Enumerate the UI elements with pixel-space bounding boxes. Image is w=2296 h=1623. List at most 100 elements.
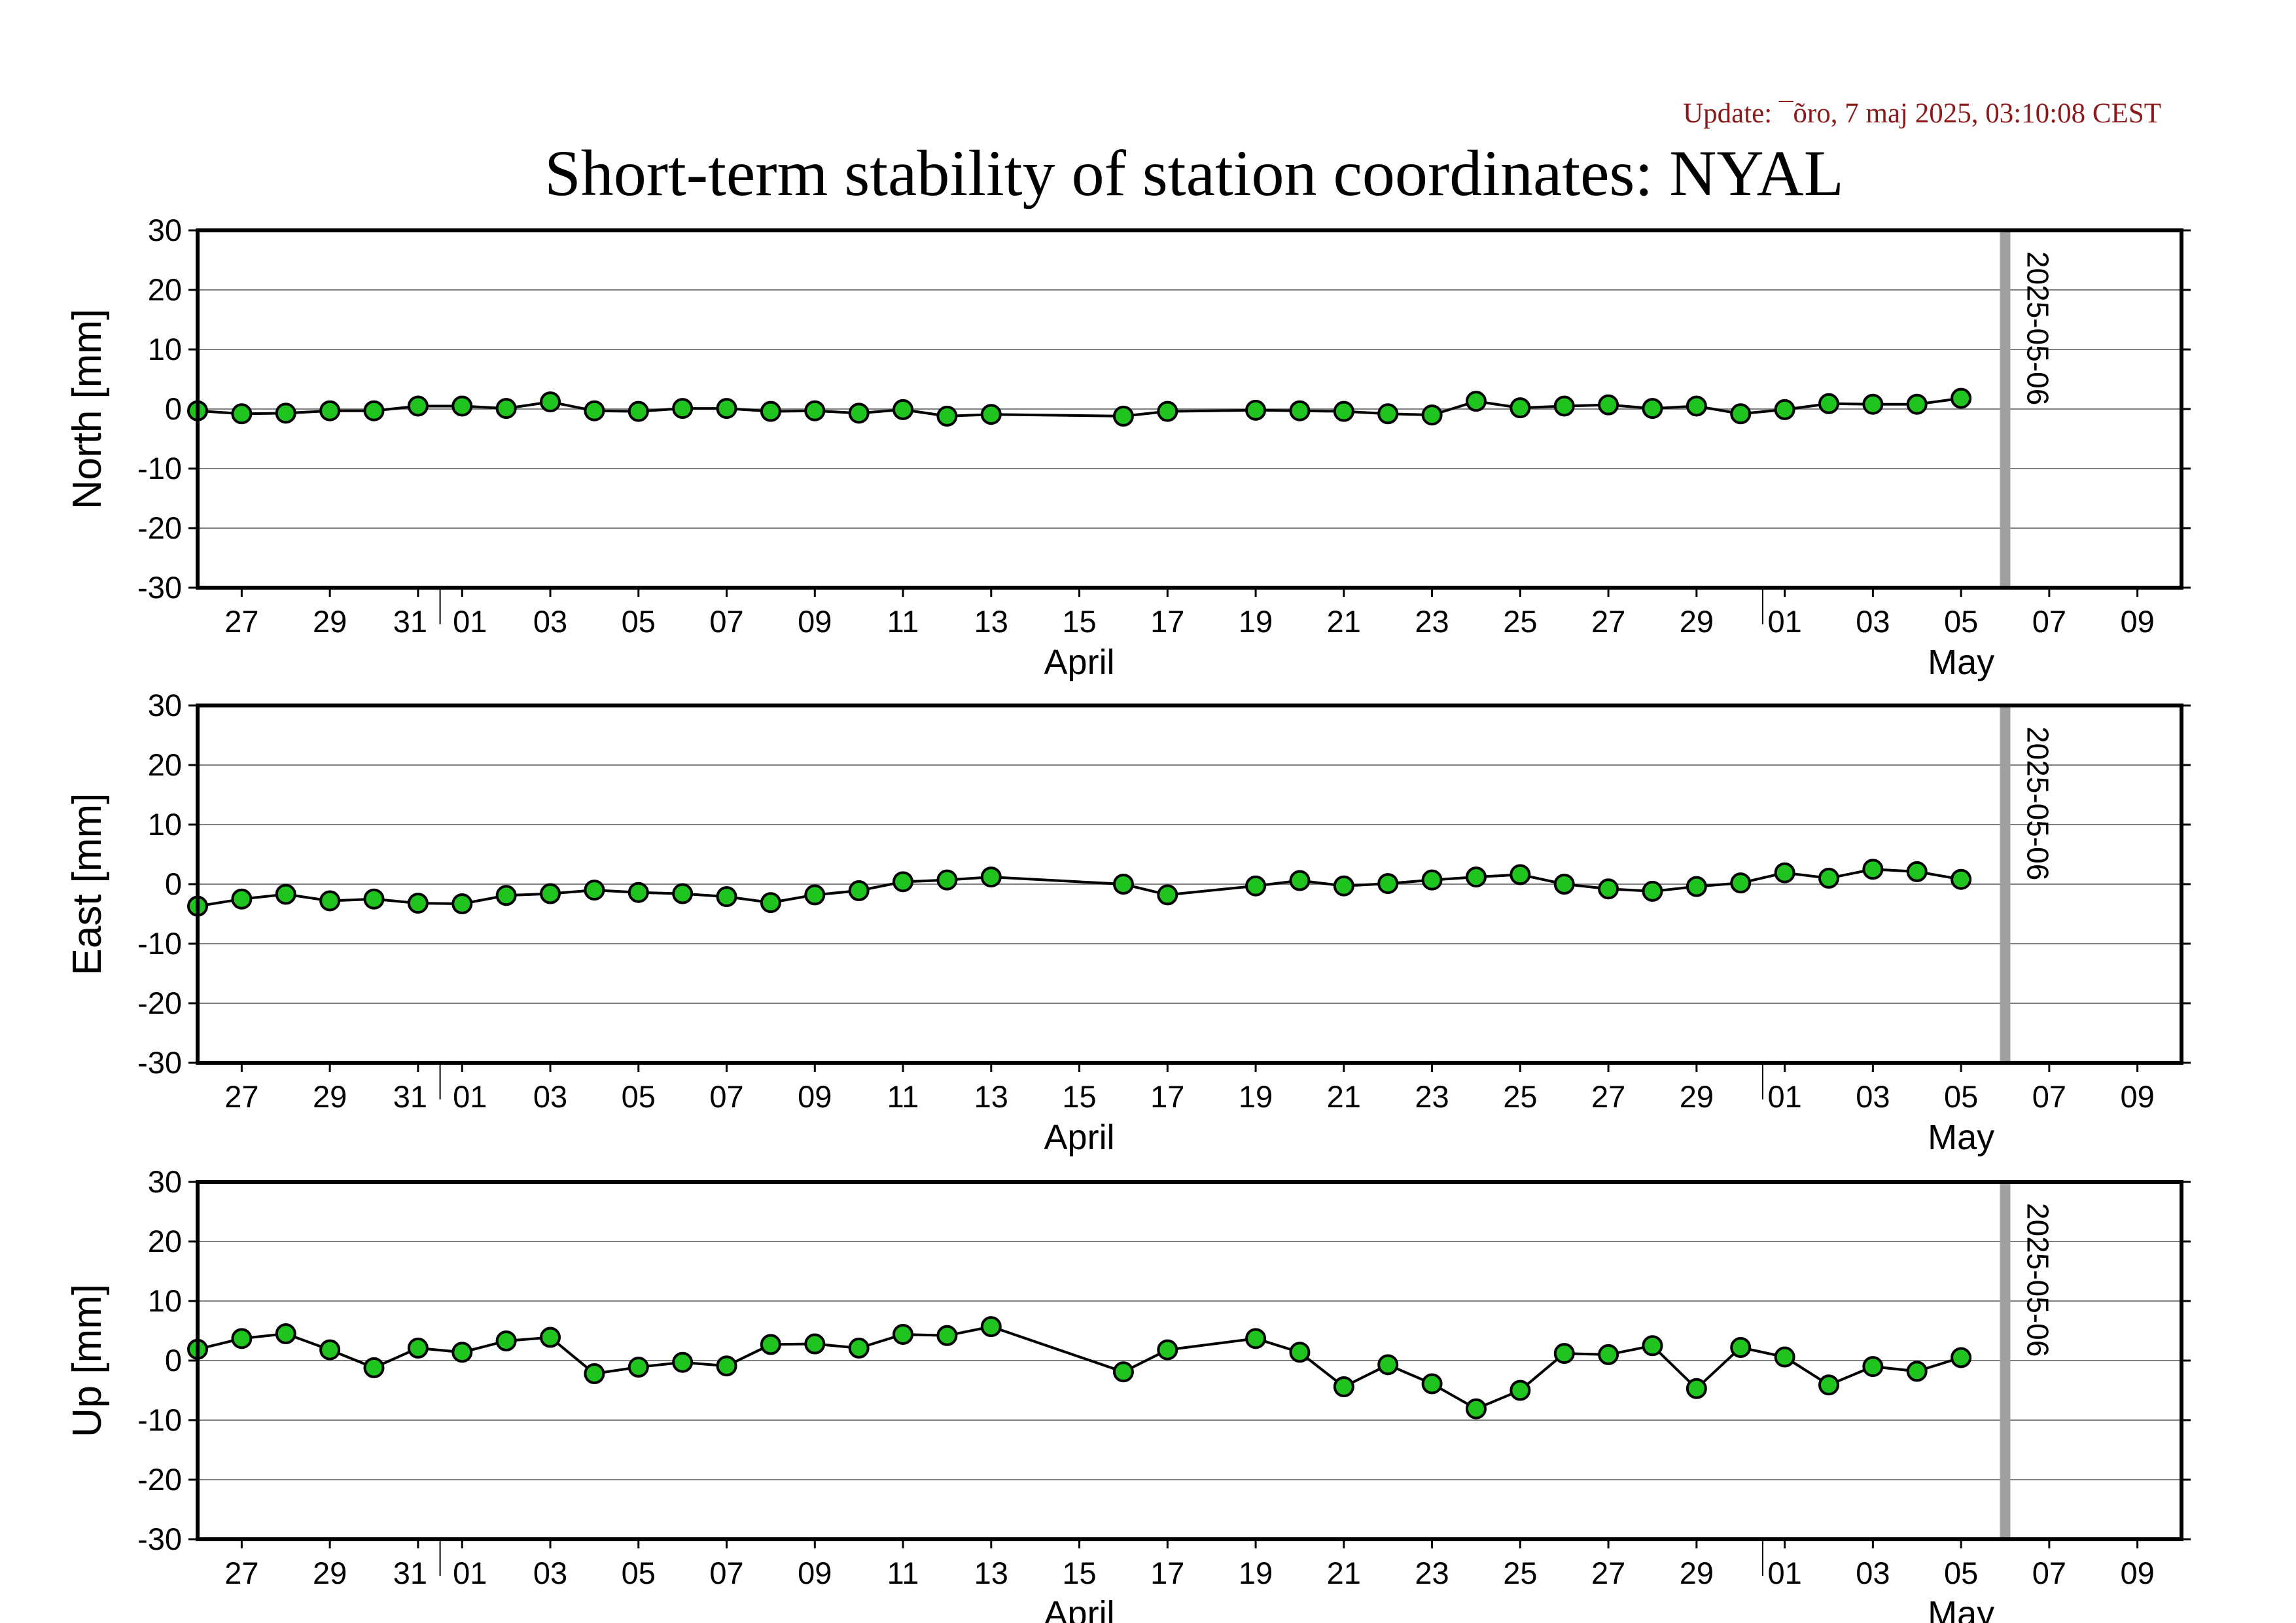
y-tick-label: 0 [165, 1343, 182, 1378]
data-point [1157, 1339, 1178, 1361]
x-tick-label: 23 [1415, 1079, 1449, 1114]
data-point [1730, 872, 1752, 894]
x-tick-label: 21 [1327, 1556, 1361, 1590]
x-tick-label: 03 [533, 1079, 567, 1114]
data-point [1818, 393, 1839, 414]
month-label: May [1928, 1594, 1994, 1623]
x-tick-label: 09 [798, 604, 832, 639]
x-tick-label: 09 [798, 1079, 832, 1114]
data-point [892, 1323, 914, 1345]
data-point [1862, 393, 1884, 415]
data-point [627, 401, 649, 422]
x-tick-label: 29 [1680, 1079, 1714, 1114]
x-tick-label: 25 [1503, 604, 1537, 639]
data-point [451, 395, 473, 417]
data-point [319, 1339, 341, 1361]
data-point [1774, 862, 1795, 883]
chart-panel-1: 30 20 10 0 -10 -20 -30 2025-05-06 27 29 31 01 03 05 07… [65, 688, 2191, 1157]
data-point [495, 885, 517, 906]
data-point [1465, 866, 1487, 888]
x-tick-label: 01 [453, 1556, 487, 1590]
data-point [1553, 1343, 1575, 1364]
y-axis-label: East [mm] [65, 793, 110, 975]
data-point [1421, 1373, 1443, 1395]
data-point [231, 1328, 253, 1349]
x-tick-label: 01 [1767, 1079, 1801, 1114]
data-point [672, 1351, 694, 1373]
data-point [760, 1334, 781, 1355]
plot-frame [196, 704, 2183, 1065]
y-tick-label: 0 [165, 391, 182, 426]
data-point [1774, 399, 1795, 420]
data-point [627, 1357, 649, 1378]
x-tick-label: 19 [1239, 604, 1273, 639]
data-point [407, 395, 429, 417]
data-point [275, 1323, 296, 1345]
x-tick-label: 11 [887, 604, 919, 639]
month-label: April [1044, 643, 1115, 682]
x-tick-label: 01 [453, 604, 487, 639]
data-point [1906, 861, 1928, 882]
data-point [407, 893, 429, 914]
x-tick-label: 29 [313, 1079, 347, 1114]
y-tick-label: -20 [137, 986, 182, 1020]
x-tick-label: 13 [974, 1079, 1008, 1114]
data-point [716, 886, 737, 908]
data-point [980, 1316, 1002, 1338]
x-tick-label: 13 [974, 604, 1008, 639]
update-timestamp: Update: ¯õro, 7 maj 2025, 03:10:08 CEST [1683, 98, 2161, 129]
data-point [892, 399, 914, 420]
y-tick-label: 0 [165, 866, 182, 901]
x-tick-label: 03 [1856, 1556, 1890, 1590]
y-tick-label: 20 [148, 1224, 182, 1258]
data-point [936, 405, 958, 427]
y-tick-label: 20 [148, 272, 182, 307]
data-point [848, 402, 870, 424]
data-point [1686, 1378, 1707, 1399]
data-point [275, 883, 296, 905]
data-point [1421, 404, 1443, 426]
data-point [848, 880, 870, 902]
data-point [936, 869, 958, 891]
data-point [1686, 395, 1707, 417]
data-point [1906, 1361, 1928, 1382]
y-tick-label: 30 [148, 688, 182, 722]
chart-panel-2: 30 20 10 0 -10 -20 -30 2025-05-06 27 29 31 01 03 05 07… [65, 1164, 2191, 1623]
data-point [1951, 387, 1972, 409]
data-point [495, 398, 517, 419]
x-tick-label: 31 [393, 1079, 427, 1114]
data-point [584, 1363, 605, 1385]
x-tick-label: 05 [622, 1556, 656, 1590]
data-point [1333, 401, 1354, 422]
data-point [760, 401, 781, 422]
figure-title: Short-term stability of station coordina… [544, 137, 1844, 209]
data-point [275, 402, 296, 424]
y-axis-label: North [mm] [65, 309, 110, 510]
data-point [363, 888, 385, 910]
data-point [1862, 1356, 1884, 1378]
x-tick-label: 31 [393, 1556, 427, 1590]
x-tick-label: 07 [2032, 1079, 2066, 1114]
x-tick-label: 09 [2120, 1079, 2154, 1114]
x-tick-label: 05 [622, 1079, 656, 1114]
data-point [804, 400, 826, 421]
y-tick-label: -20 [137, 1462, 182, 1497]
y-tick-label: -20 [137, 510, 182, 545]
data-point [540, 1327, 561, 1348]
x-tick-label: 07 [2032, 1556, 2066, 1590]
x-tick-label: 25 [1503, 1556, 1537, 1590]
data-point [1333, 875, 1354, 897]
x-tick-label: 25 [1503, 1079, 1537, 1114]
data-point [231, 403, 253, 425]
x-tick-label: 05 [622, 604, 656, 639]
x-tick-label: 27 [224, 1556, 258, 1590]
x-tick-label: 31 [393, 604, 427, 639]
x-tick-label: 17 [1150, 1556, 1184, 1590]
y-tick-label: -30 [137, 570, 182, 605]
data-point [1421, 869, 1443, 891]
x-tick-label: 29 [313, 1556, 347, 1590]
x-tick-label: 27 [1591, 1079, 1625, 1114]
chart-panels: 30 20 10 0 -10 -20 -30 2025-05-06 27 29 31 01 03 05 07… [65, 213, 2191, 1623]
data-point [1642, 398, 1663, 419]
x-tick-label: 13 [974, 1556, 1008, 1590]
